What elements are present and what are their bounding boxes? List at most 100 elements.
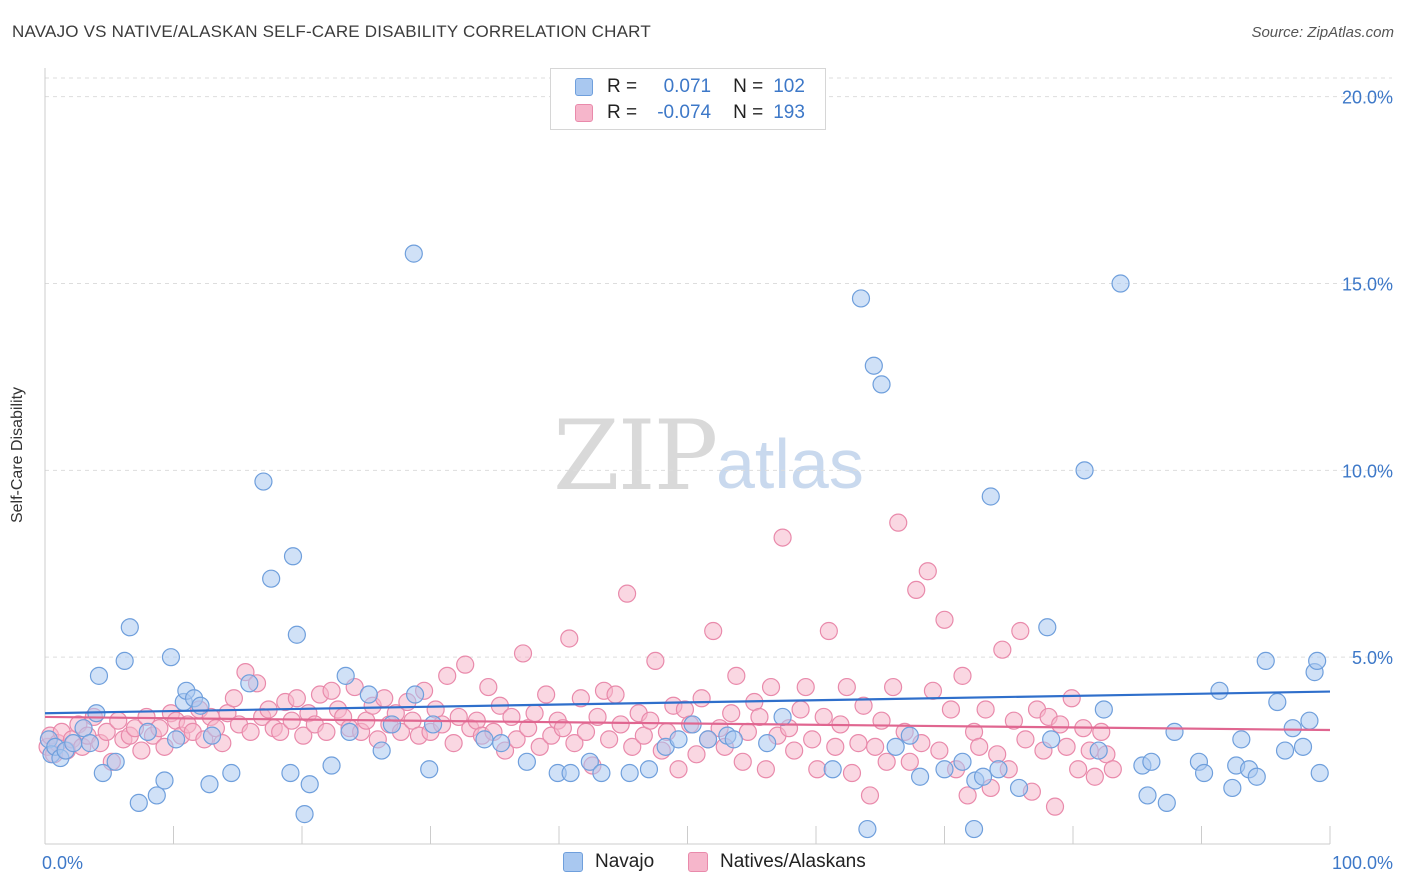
- data-point-navajo: [254, 472, 273, 491]
- data-point-natives: [953, 666, 972, 685]
- data-point-navajo: [823, 760, 842, 779]
- data-point-navajo: [120, 618, 139, 637]
- legend-row-navajo: R = 0.071 N = 102: [575, 75, 805, 99]
- data-point-natives: [294, 726, 313, 745]
- data-point-natives: [588, 707, 607, 727]
- data-point-natives: [727, 666, 746, 685]
- data-point-navajo: [106, 752, 125, 771]
- data-point-navajo: [64, 734, 83, 753]
- data-point-navajo: [953, 752, 972, 771]
- data-point-natives: [814, 707, 833, 727]
- data-point-navajo: [1142, 752, 1161, 771]
- correlation-legend: R = 0.071 N = 102 R = -0.074 N = 193: [550, 68, 826, 130]
- data-point-natives: [224, 689, 243, 708]
- data-point-navajo: [222, 763, 241, 783]
- data-point-natives: [218, 704, 237, 723]
- data-point-navajo: [1308, 651, 1327, 671]
- data-point-natives: [530, 737, 549, 756]
- data-point-natives: [641, 711, 660, 730]
- data-point-natives: [854, 696, 873, 715]
- data-point-navajo: [404, 244, 423, 263]
- data-point-navajo: [93, 763, 112, 783]
- n-value: 102: [773, 76, 805, 97]
- data-point-natives: [109, 711, 128, 730]
- data-point-natives: [317, 722, 336, 742]
- data-point-natives: [132, 741, 151, 760]
- data-point-navajo: [1009, 778, 1029, 798]
- series-navajo: [39, 244, 1329, 839]
- data-point-natives: [785, 741, 804, 760]
- data-point-navajo: [336, 666, 355, 685]
- data-point-navajo: [115, 651, 134, 671]
- data-point-natives: [1085, 767, 1104, 786]
- source-label: Source: ZipAtlas.com: [1251, 24, 1394, 41]
- data-point-natives: [750, 707, 769, 727]
- data-point-navajo: [989, 760, 1008, 779]
- data-point-natives: [606, 685, 625, 704]
- data-point-natives: [808, 760, 827, 779]
- data-point-natives: [271, 722, 290, 742]
- data-point-navajo: [420, 760, 439, 779]
- data-point-natives: [282, 711, 301, 730]
- data-point-natives: [576, 722, 596, 742]
- data-point-navajo: [1310, 763, 1329, 783]
- data-point-natives: [687, 745, 706, 764]
- r-label: R =: [607, 76, 638, 97]
- data-point-natives: [322, 681, 341, 700]
- data-point-natives: [866, 737, 885, 756]
- data-point-navajo: [423, 715, 443, 734]
- data-point-natives: [761, 677, 781, 697]
- data-point-navajo: [300, 775, 319, 794]
- data-point-natives: [513, 644, 533, 663]
- data-point-navajo: [620, 763, 639, 783]
- data-point-natives: [826, 737, 845, 756]
- data-point-navajo: [1194, 763, 1214, 783]
- legend-item-natives: Natives/Alaskans: [688, 851, 866, 873]
- data-point-natives: [287, 689, 306, 708]
- data-point-navajo: [900, 726, 919, 745]
- data-point-navajo: [147, 786, 166, 805]
- data-point-natives: [930, 741, 949, 760]
- data-point-navajo: [864, 356, 883, 375]
- data-point-navajo: [1111, 274, 1130, 293]
- data-point-navajo: [1283, 719, 1302, 738]
- data-point-natives: [791, 700, 810, 719]
- data-point-navajo: [200, 775, 219, 794]
- data-point-natives: [1057, 737, 1076, 756]
- data-point-navajo: [1232, 730, 1251, 749]
- data-point-natives: [1045, 797, 1065, 816]
- data-point-natives: [1103, 760, 1122, 779]
- watermark-atlas: atlas: [716, 425, 864, 503]
- data-point-navajo: [773, 707, 792, 727]
- data-point-natives: [502, 707, 521, 727]
- data-point-natives: [519, 719, 538, 738]
- data-point-natives: [849, 734, 868, 753]
- data-point-natives: [1062, 689, 1081, 708]
- data-point-navajo: [240, 674, 259, 693]
- y-axis-label: Self-Care Disability: [9, 386, 26, 524]
- data-point-navajo: [886, 737, 905, 756]
- data-point-navajo: [1247, 767, 1266, 786]
- data-point-navajo: [340, 722, 359, 742]
- data-point-navajo: [295, 805, 314, 824]
- data-point-natives: [97, 722, 116, 742]
- data-point-natives: [773, 528, 792, 547]
- data-point-navajo: [382, 715, 402, 734]
- data-point-navajo: [166, 730, 186, 749]
- data-point-natives: [877, 752, 896, 771]
- data-point-navajo: [161, 648, 181, 667]
- data-point-navajo: [492, 734, 511, 753]
- data-point-natives: [1069, 760, 1088, 779]
- data-point-navajo: [851, 289, 871, 308]
- data-point-navajo: [669, 730, 688, 749]
- data-point-natives: [600, 730, 619, 749]
- data-point-navajo: [1256, 651, 1275, 671]
- data-point-natives: [923, 681, 943, 700]
- data-point-navajo: [287, 625, 306, 644]
- r-value: 0.071: [663, 76, 712, 97]
- data-point-natives: [1016, 730, 1035, 749]
- r-value: -0.074: [657, 102, 712, 123]
- data-point-navajo: [1094, 700, 1113, 719]
- series-legend: Navajo Natives/Alaskans: [0, 851, 1406, 877]
- data-point-natives: [860, 786, 880, 805]
